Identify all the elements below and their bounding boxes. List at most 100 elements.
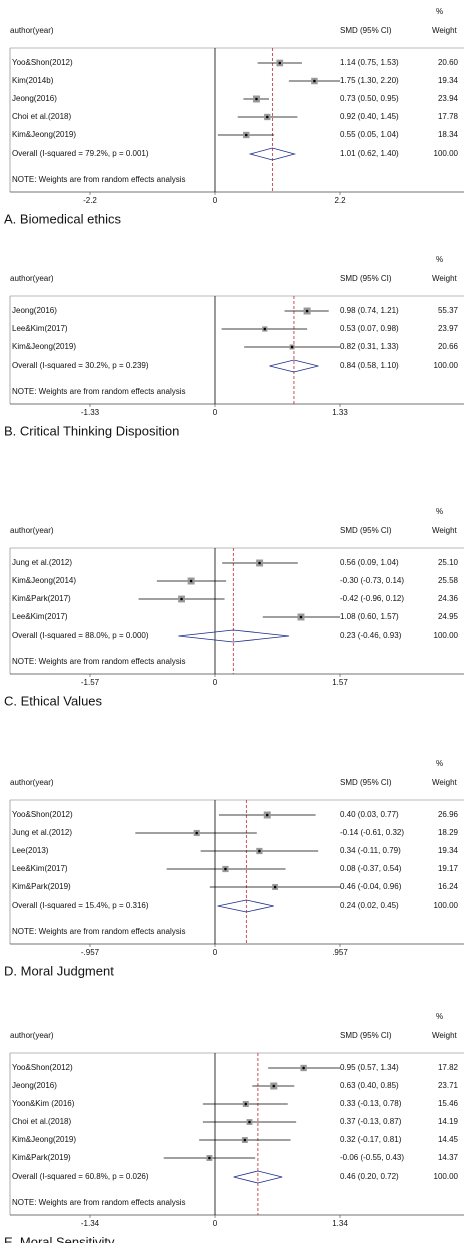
overall-weight-label: 100.00 (434, 901, 459, 910)
overall-weight-label: 100.00 (434, 361, 459, 370)
weight-label: 55.37 (438, 306, 459, 315)
overall-effect-label: 1.01 (0.62, 1.40) (340, 149, 399, 158)
weight-header-top: % (436, 507, 443, 516)
overall-effect-label: 0.46 (0.20, 0.72) (340, 1172, 399, 1181)
study-label: Jung et al.(2012) (12, 558, 72, 567)
weight-header-top: % (436, 1012, 443, 1021)
weight-label: 15.46 (438, 1099, 459, 1108)
point-estimate (258, 561, 261, 565)
weight-label: 18.34 (438, 130, 459, 139)
overall-diamond (248, 147, 297, 161)
weight-header: Weight (432, 526, 458, 535)
note: NOTE: Weights are from random effects an… (12, 927, 186, 936)
study-label: Lee&Kim(2017) (12, 324, 68, 333)
study-label: Yoo&Shon(2012) (12, 58, 73, 67)
effect-label: 0.98 (0.74, 1.21) (340, 306, 399, 315)
study-label: Jeong(2016) (12, 94, 57, 103)
effect-label: 1.08 (0.60, 1.57) (340, 612, 399, 621)
study-label: Kim&Jeong(2019) (12, 130, 76, 139)
effect-label: 0.82 (0.31, 1.33) (340, 342, 399, 351)
study-label: Kim&Jeong(2014) (12, 576, 76, 585)
study-label: Choi et al.(2018) (12, 1117, 71, 1126)
x-tick-label: -2.2 (83, 196, 97, 205)
label-header: author(year) (10, 526, 54, 535)
effect-label: 0.55 (0.05, 1.04) (340, 130, 399, 139)
effect-label: 0.08 (-0.37, 0.54) (340, 864, 402, 873)
point-estimate (248, 1120, 251, 1124)
effect-label: 1.14 (0.75, 1.53) (340, 58, 399, 67)
effect-label: -0.30 (-0.73, 0.14) (340, 576, 404, 585)
effect-header: SMD (95% CI) (340, 26, 392, 35)
effect-label: 0.53 (0.07, 0.98) (340, 324, 399, 333)
x-tick-label: 1.57 (332, 678, 348, 687)
point-estimate (263, 327, 267, 331)
overall-effect-label: 0.23 (-0.46, 0.93) (340, 631, 402, 640)
effect-label: 0.63 (0.40, 0.85) (340, 1081, 399, 1090)
study-label: Jung et al.(2012) (12, 828, 72, 837)
study-label: Lee&Kim(2017) (12, 612, 68, 621)
effect-label: 0.95 (0.57, 1.34) (340, 1063, 399, 1072)
weight-label: 17.82 (438, 1063, 459, 1072)
weight-header: Weight (432, 778, 458, 787)
point-estimate (189, 579, 193, 583)
point-estimate (258, 849, 261, 853)
effect-header: SMD (95% CI) (340, 778, 392, 787)
point-estimate (195, 831, 199, 835)
panel-caption: B. Critical Thinking Disposition (4, 423, 179, 438)
effect-label: 0.40 (0.03, 0.77) (340, 810, 399, 819)
panel-caption: E. Moral Sensitivity (4, 1234, 115, 1243)
x-tick-label: -1.33 (81, 408, 100, 417)
weight-label: 14.45 (438, 1135, 459, 1144)
point-estimate (243, 1138, 247, 1142)
study-label: Lee(2013) (12, 846, 49, 855)
study-label: Kim&Park(2017) (12, 594, 71, 603)
x-tick-label: -.957 (81, 948, 100, 957)
point-estimate (290, 345, 294, 349)
note: NOTE: Weights are from random effects an… (12, 175, 186, 184)
x-tick-label: 0 (213, 948, 218, 957)
weight-label: 20.60 (438, 58, 459, 67)
effect-label: 0.92 (0.40, 1.45) (340, 112, 399, 121)
label-header: author(year) (10, 778, 54, 787)
effect-label: -0.42 (-0.96, 0.12) (340, 594, 404, 603)
overall-weight-label: 100.00 (434, 149, 459, 158)
study-label: Kim(2014b) (12, 76, 54, 85)
label-header: author(year) (10, 274, 54, 283)
study-label: Yoon&Kim (2016) (12, 1099, 75, 1108)
effect-label: 0.34 (-0.11, 0.79) (340, 846, 401, 855)
overall-diamond (233, 1170, 283, 1184)
panel-caption: A. Biomedical ethics (4, 211, 122, 226)
point-estimate (278, 61, 282, 65)
effect-label: 1.75 (1.30, 2.20) (340, 76, 399, 85)
study-label: Choi et al.(2018) (12, 112, 71, 121)
x-tick-label: 1.34 (332, 1219, 348, 1228)
point-estimate (244, 133, 248, 137)
weight-label: 24.95 (438, 612, 459, 621)
weight-label: 19.34 (438, 76, 459, 85)
note: NOTE: Weights are from random effects an… (12, 387, 186, 396)
note: NOTE: Weights are from random effects an… (12, 657, 186, 666)
point-estimate (208, 1156, 211, 1160)
study-label: Kim&Jeong(2019) (12, 1135, 76, 1144)
effect-label: -0.06 (-0.55, 0.43) (340, 1153, 404, 1162)
weight-label: 23.97 (438, 324, 459, 333)
weight-header-top: % (436, 255, 443, 264)
weight-label: 24.36 (438, 594, 459, 603)
weight-header-top: % (436, 7, 443, 16)
overall-diamond (178, 629, 290, 643)
x-tick-label: 0 (213, 678, 218, 687)
x-tick-label: 2.2 (334, 196, 346, 205)
point-estimate (313, 79, 316, 83)
overall-weight-label: 100.00 (434, 631, 459, 640)
weight-label: 16.24 (438, 882, 459, 891)
point-estimate (265, 115, 269, 119)
weight-header: Weight (432, 26, 458, 35)
study-label: Kim&Park(2019) (12, 1153, 71, 1162)
point-estimate (255, 97, 258, 101)
weight-header: Weight (432, 1031, 458, 1040)
effect-label: 0.46 (-0.04, 0.96) (340, 882, 402, 891)
x-tick-label: .957 (332, 948, 348, 957)
weight-header-top: % (436, 759, 443, 768)
effect-label: 0.73 (0.50, 0.95) (340, 94, 399, 103)
